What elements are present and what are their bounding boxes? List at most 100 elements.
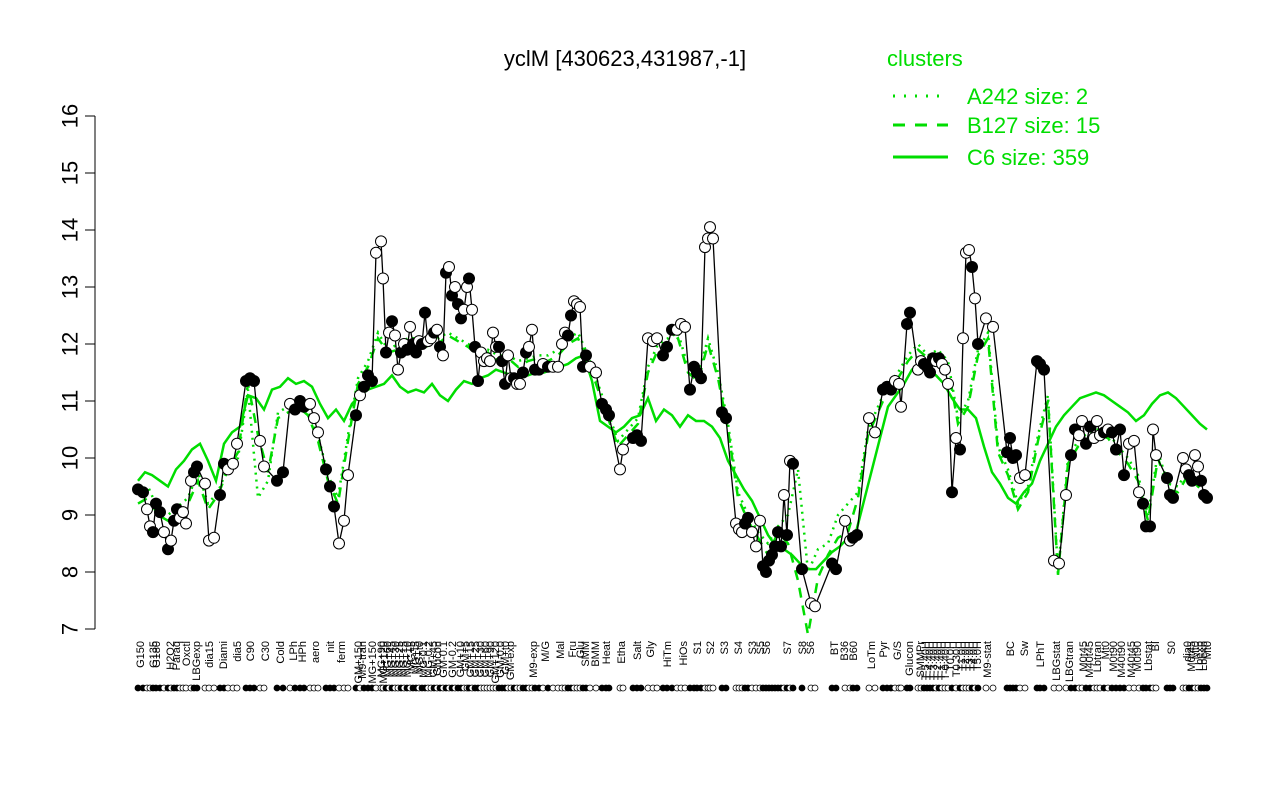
x-rug-marker (619, 684, 627, 692)
data-point (614, 463, 626, 476)
data-point (191, 460, 203, 473)
x-tick-label: nit (325, 641, 337, 653)
data-point (574, 300, 586, 313)
data-point (1128, 434, 1140, 447)
x-tick-label: Lbexp (1198, 641, 1210, 671)
x-rug-marker (865, 684, 873, 692)
x-tick-label: SMM (580, 641, 592, 667)
data-point (137, 486, 149, 499)
data-point (580, 349, 592, 362)
x-tick-label: MG+15 (398, 641, 410, 677)
x-tick-label: Oxctl (181, 641, 193, 666)
x-rug-marker (1021, 684, 1029, 692)
x-rug-marker (210, 684, 218, 692)
data-point (972, 338, 984, 350)
data-point (746, 526, 758, 539)
data-point (651, 332, 663, 345)
data-point (750, 540, 762, 553)
x-tick-label: GM-0.0 (495, 641, 507, 678)
data-point (1076, 414, 1088, 427)
x-tick-label: M40t45 (1126, 641, 1138, 678)
x-tick-label: T0.30H (951, 641, 963, 677)
legend-entry-a242: A242 size: 2 (967, 84, 1088, 109)
x-tick-label: M/G (540, 641, 552, 662)
x-tick-label: LBGexp (191, 641, 203, 681)
x-tick-label: BI (1150, 641, 1162, 651)
data-point (338, 514, 350, 527)
x-rug-marker (789, 684, 797, 692)
data-point (1010, 449, 1022, 462)
data-point (386, 315, 398, 328)
data-point (1110, 443, 1122, 456)
data-point (1060, 489, 1072, 502)
data-point (635, 434, 647, 447)
data-point (1192, 460, 1204, 473)
x-tick-label: GM-0.1 (438, 641, 450, 678)
x-tick-label: Mt0 (1202, 641, 1214, 659)
data-point (1004, 432, 1016, 445)
data-point (1038, 363, 1050, 376)
data-point (966, 261, 978, 274)
data-point (778, 489, 790, 502)
x-rug-marker (273, 684, 281, 692)
data-point (248, 375, 260, 388)
data-point (320, 463, 332, 476)
x-tick-label: ferm (336, 641, 348, 663)
data-point (904, 306, 916, 319)
data-point (1091, 414, 1103, 427)
x-tick-label: dia5 (232, 641, 244, 662)
data-point (969, 292, 981, 305)
data-point (1201, 491, 1213, 504)
data-point (271, 474, 283, 487)
x-rug-marker (1169, 684, 1177, 692)
x-tick-label: T0.0H (945, 641, 957, 671)
x-tick-label: S4 (733, 641, 745, 654)
x-rug-marker (233, 684, 241, 692)
x-tick-label: T-0.40H (940, 641, 952, 680)
data-point (830, 563, 842, 576)
data-point (375, 235, 387, 248)
x-tick-label: GM+15 (465, 641, 477, 677)
y-tick-label: 16 (58, 104, 83, 128)
x-tick-label: LoTm (866, 641, 878, 669)
x-tick-label: LPhT (1035, 641, 1047, 668)
data-point (180, 517, 192, 530)
data-point (350, 409, 362, 422)
x-rug-marker (722, 684, 730, 692)
x-tick-label: MG+25 (394, 641, 406, 677)
x-rug-marker (871, 684, 879, 692)
data-point (177, 506, 189, 519)
x-rug-marker (811, 684, 819, 692)
x-rug-marker (637, 684, 645, 692)
y-tick-label: 10 (58, 446, 83, 470)
data-point (517, 366, 529, 379)
data-point (1147, 423, 1159, 436)
data-point (809, 600, 821, 613)
data-point (707, 232, 719, 245)
data-point (1150, 449, 1162, 462)
x-tick-label: GM+150 (353, 641, 365, 684)
x-tick-label: T1.0H (956, 641, 968, 671)
data-point (312, 426, 324, 439)
x-tick-label: MG+t0 (414, 641, 426, 674)
x-rug-marker (279, 684, 287, 692)
data-point (895, 400, 907, 413)
data-point (304, 397, 316, 410)
data-point (1195, 474, 1207, 487)
x-tick-label: HPh (297, 641, 309, 662)
x-tick-label: Lbtran (1092, 641, 1104, 672)
x-tick-label: MG+60 (382, 641, 394, 677)
data-point (946, 486, 958, 499)
data-point (1177, 452, 1189, 464)
x-tick-label: G150 (135, 641, 147, 668)
x-tick-label: T-4.40H (924, 641, 936, 680)
x-rug-marker (193, 684, 201, 692)
data-point (781, 528, 793, 541)
legend-entry-b127: B127 size: 15 (967, 113, 1100, 138)
x-rug-marker (853, 684, 861, 692)
x-tick-label: S3 (747, 641, 759, 654)
x-tick-label: MG-0.2 (423, 641, 435, 678)
data-point (392, 363, 404, 376)
x-rug-marker (798, 684, 806, 692)
x-tick-label: S2 (705, 641, 717, 654)
